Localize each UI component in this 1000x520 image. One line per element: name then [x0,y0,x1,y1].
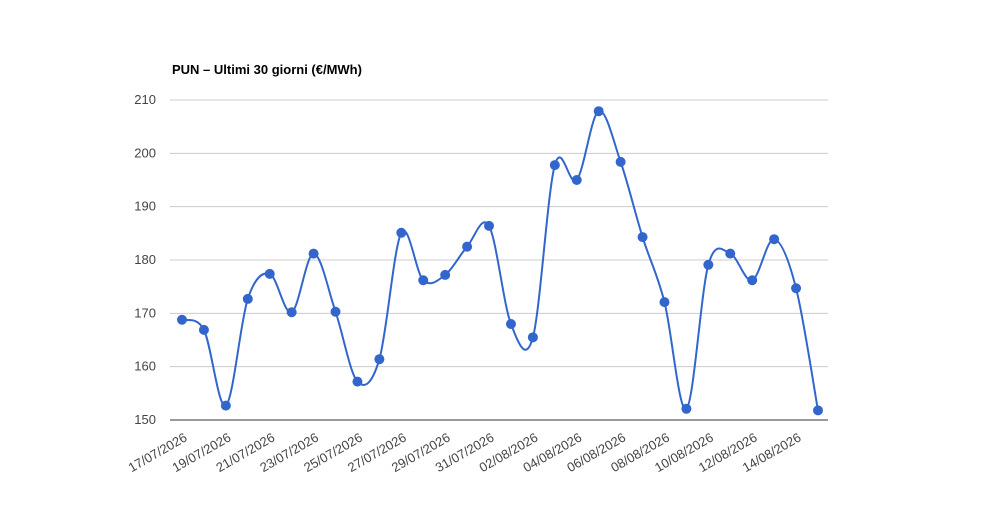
point [615,156,626,167]
point [396,227,407,238]
point [462,241,473,252]
point [374,354,385,365]
point [308,248,319,259]
point [725,248,736,259]
point [177,314,187,325]
point [198,324,209,335]
y-tick-label: 150 [134,412,156,427]
point [352,376,363,387]
point [264,268,275,279]
point [484,220,495,231]
y-tick-label: 170 [134,305,156,320]
point [505,319,516,329]
point [593,106,604,117]
point [769,234,780,245]
point [703,259,714,270]
y-tick-label: 180 [134,252,156,267]
point [659,297,670,308]
point [418,275,429,286]
y-tick-label: 210 [134,92,156,107]
point [527,332,538,343]
line [181,110,819,411]
y-tick-label: 160 [134,359,156,374]
point [637,232,648,243]
y-tick-label: 200 [134,145,156,160]
point [571,175,582,185]
point [286,307,297,318]
point [813,405,823,416]
point [747,275,758,286]
point [791,283,802,294]
point [549,160,560,171]
point [242,293,253,304]
y-tick-label: 190 [134,199,156,214]
chart-title: PUN – Ultimi 30 giorni (€/MWh) [172,62,362,77]
point [681,403,692,414]
point [220,400,231,411]
point [440,269,451,280]
point [330,306,341,317]
